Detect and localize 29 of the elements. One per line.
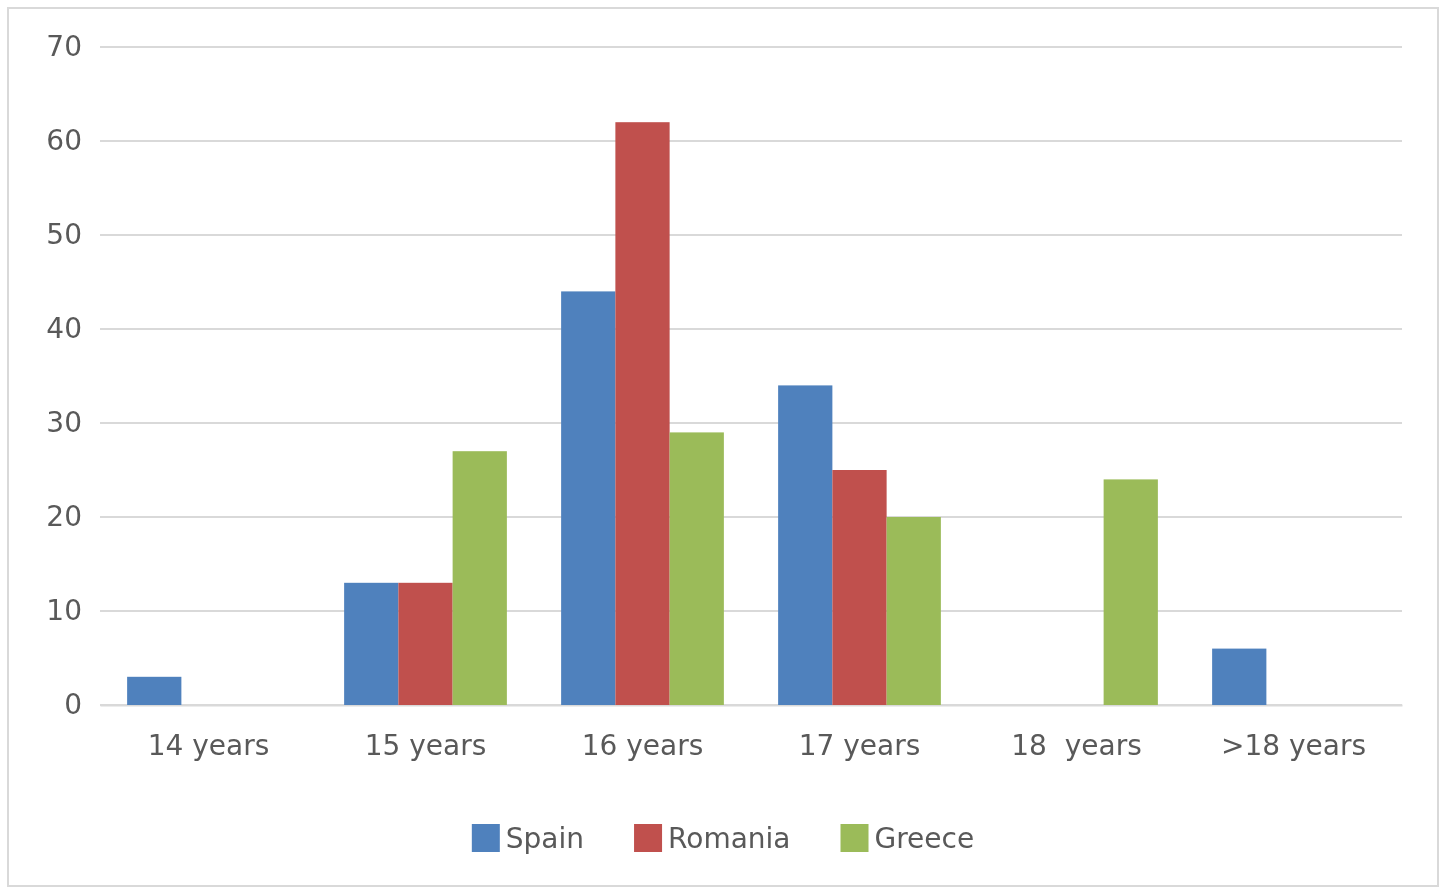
bar [561,291,616,705]
bar [127,676,182,705]
bar [398,582,453,705]
y-tick-label: 40 [46,312,82,346]
x-tick-label: >18 years [1220,728,1367,762]
x-tick-label: 17 years [798,728,921,762]
bar [615,122,670,705]
legend-label: Greece [874,822,975,855]
y-tick-label: 30 [46,406,82,440]
x-tick-label: 16 years [581,728,704,762]
y-tick-label: 20 [46,500,82,534]
y-tick-label: 10 [46,594,82,628]
legend-label: Romania [668,822,791,855]
bar [344,582,399,705]
y-tick-label: 60 [46,124,82,158]
bar [669,432,724,705]
x-tick-label: 18 years [1011,728,1142,762]
legend-label: Spain [505,822,585,855]
y-tick-label: 70 [46,30,82,64]
bar [452,451,507,705]
y-tick-label: 0 [64,688,82,722]
x-tick-label: 15 years [364,728,487,762]
bar [886,517,941,705]
bar [832,470,887,705]
y-tick-label: 50 [46,218,82,252]
x-tick-label: 14 years [147,728,270,762]
bar [1103,479,1158,705]
bar [778,385,833,705]
bar [1212,648,1267,705]
